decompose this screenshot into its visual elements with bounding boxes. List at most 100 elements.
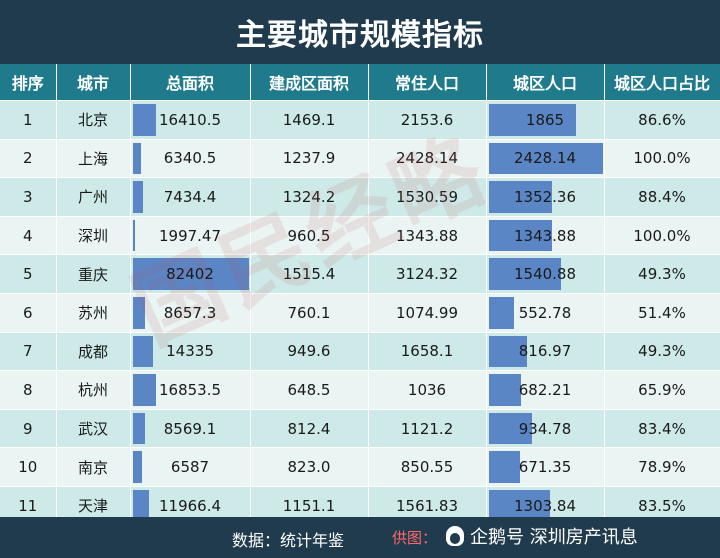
- table-cell: 7434.4: [130, 177, 251, 217]
- bar-value-label: 1997.47: [158, 226, 222, 245]
- table-row: 3 广州 7434.4 1324.2 1530.59 1352.36 88.4%: [0, 177, 720, 217]
- column-header: 总面积: [130, 64, 251, 101]
- table-cell: 1865: [486, 100, 605, 140]
- penguin-icon: [446, 526, 464, 546]
- urban-pop-data-bar: [488, 104, 577, 136]
- table-cell: 3124.32: [368, 254, 487, 294]
- table-cell: 2428.14: [486, 138, 605, 178]
- table-cell: 1074.99: [368, 292, 487, 333]
- column-header: 城区人口: [486, 64, 605, 101]
- bar-value-label: 1865: [525, 110, 565, 129]
- area-data-bar: [132, 451, 142, 483]
- area-data-bar: [132, 219, 136, 252]
- bar-value-label: 934.78: [518, 419, 572, 438]
- table-row: 5 重庆 82402 1515.4 3124.32 1540.88 49.3%: [0, 254, 720, 294]
- header-row: 排序 城市 总面积 建成区面积 常住人口 城区人口 城区人口占比: [0, 64, 720, 101]
- area-data-bar: [132, 258, 249, 290]
- table-cell: 1469.1: [250, 100, 369, 140]
- table-cell: 1036: [368, 370, 487, 410]
- table-cell: 1997.47: [130, 215, 251, 255]
- table-cell: 8569.1: [130, 408, 251, 448]
- image-credit: 供图：: [392, 529, 438, 547]
- bar-value-label: 1540.88: [513, 265, 577, 284]
- table-cell: 武汉: [56, 408, 131, 448]
- table-cell: 8: [0, 370, 57, 410]
- table-cell: 苏州: [56, 292, 131, 333]
- table-body: 1 北京 16410.5 1469.1 2153.6 1865 86.6% 2 上海 6340.5…: [0, 100, 720, 525]
- bar-value-label: 82402: [166, 265, 214, 284]
- table-cell: 1: [0, 100, 57, 140]
- table-cell: 1343.88: [368, 215, 487, 255]
- bar-value-label: 16410.5: [158, 110, 222, 129]
- area-data-bar: [132, 335, 153, 368]
- urban-pop-data-bar: [488, 335, 527, 368]
- table-cell: 3: [0, 177, 57, 217]
- area-data-bar: [132, 296, 145, 329]
- column-header: 排序: [0, 64, 57, 101]
- table-cell: 1324.2: [250, 177, 369, 217]
- table-row: 1 北京 16410.5 1469.1 2153.6 1865 86.6%: [0, 100, 720, 140]
- table-cell: 88.4%: [604, 177, 720, 217]
- table-cell: 5: [0, 254, 57, 294]
- data-table: 排序 城市 总面积 建成区面积 常住人口 城区人口 城区人口占比 1 北京 1641…: [0, 64, 720, 525]
- footer: 数据：统计年鉴 供图： 企鹅号 深圳房产讯息: [0, 517, 720, 558]
- table-cell: 1540.88: [486, 254, 605, 294]
- table-cell: 552.78: [486, 292, 605, 333]
- urban-pop-data-bar: [488, 374, 521, 406]
- table-cell: 重庆: [56, 254, 131, 294]
- area-data-bar: [132, 412, 145, 445]
- urban-pop-data-bar: [488, 451, 521, 483]
- table-cell: 100.0%: [604, 138, 720, 178]
- table-cell: 1530.59: [368, 177, 487, 217]
- table-cell: 10: [0, 447, 57, 487]
- column-header: 建成区面积: [250, 64, 369, 101]
- bar-value-label: 8569.1: [163, 419, 217, 438]
- table-cell: 6340.5: [130, 138, 251, 178]
- table-cell: 上海: [56, 138, 131, 178]
- urban-pop-data-bar: [488, 181, 552, 213]
- urban-pop-data-bar: [488, 489, 550, 522]
- bar-value-label: 1303.84: [513, 496, 577, 515]
- table-cell: 65.9%: [604, 370, 720, 410]
- table-cell: 1343.88: [486, 215, 605, 255]
- table-cell: 86.6%: [604, 100, 720, 140]
- table-row: 9 武汉 8569.1 812.4 1121.2 934.78 83.4%: [0, 408, 720, 448]
- bar-value-label: 14335: [166, 342, 214, 361]
- bar-value-label: 6587: [170, 458, 210, 477]
- bar-value-label: 7434.4: [163, 187, 217, 206]
- table-cell: 北京: [56, 100, 131, 140]
- table-cell: 广州: [56, 177, 131, 217]
- table-cell: 1515.4: [250, 254, 369, 294]
- table-row: 6 苏州 8657.3 760.1 1074.99 552.78 51.4%: [0, 292, 720, 333]
- table-cell: 6: [0, 292, 57, 333]
- table-cell: 812.4: [250, 408, 369, 448]
- table-cell: 1237.9: [250, 138, 369, 178]
- table-cell: 9: [0, 408, 57, 448]
- table-cell: 4: [0, 215, 57, 255]
- bar-value-label: 6340.5: [163, 149, 217, 168]
- table-cell: 16853.5: [130, 370, 251, 410]
- table-cell: 成都: [56, 331, 131, 371]
- table-cell: 1658.1: [368, 331, 487, 371]
- table-cell: 49.3%: [604, 254, 720, 294]
- table-cell: 49.3%: [604, 331, 720, 371]
- table-cell: 850.55: [368, 447, 487, 487]
- urban-pop-data-bar: [488, 219, 552, 252]
- area-data-bar: [132, 104, 156, 136]
- column-header: 常住人口: [368, 64, 487, 101]
- area-data-bar: [132, 181, 143, 213]
- table-cell: 16410.5: [130, 100, 251, 140]
- table-cell: 8657.3: [130, 292, 251, 333]
- urban-pop-data-bar: [488, 412, 533, 445]
- column-header: 城市: [56, 64, 131, 101]
- table-cell: 949.6: [250, 331, 369, 371]
- table-cell: 100.0%: [604, 215, 720, 255]
- table-cell: 7: [0, 331, 57, 371]
- bar-value-label: 1352.36: [513, 187, 577, 206]
- table-cell: 深圳: [56, 215, 131, 255]
- table-cell: 960.5: [250, 215, 369, 255]
- table-cell: 6587: [130, 447, 251, 487]
- page-title: 主要城市规模指标: [0, 0, 720, 64]
- bar-value-label: 1343.88: [513, 226, 577, 245]
- area-data-bar: [132, 142, 142, 175]
